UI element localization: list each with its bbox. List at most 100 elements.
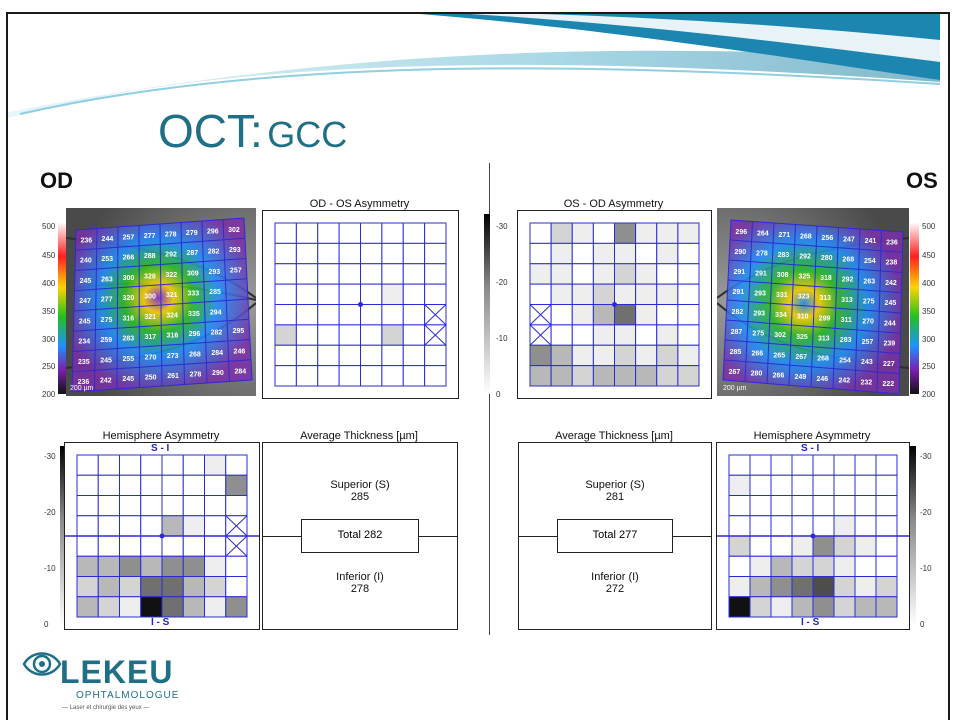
grid-cell bbox=[182, 495, 205, 517]
grid-cell bbox=[338, 242, 361, 265]
thickness-value: 282 bbox=[211, 330, 223, 337]
thickness-value: 309 bbox=[187, 270, 199, 277]
grid-cell bbox=[360, 263, 383, 285]
thickness-value: 234 bbox=[78, 339, 90, 346]
grid-cell bbox=[274, 242, 297, 265]
od-hemi-scale-neg10: -10 bbox=[44, 564, 56, 573]
grid-cell bbox=[550, 242, 573, 265]
grid-cell bbox=[833, 555, 856, 577]
excluded-cell-cross bbox=[529, 324, 552, 346]
grid-cell bbox=[97, 495, 120, 517]
grid-cell bbox=[402, 324, 426, 346]
grid-cell bbox=[529, 344, 552, 367]
grid-cell bbox=[635, 304, 658, 326]
grid-cell bbox=[402, 344, 426, 367]
grid-cell bbox=[875, 555, 898, 577]
grid-cell bbox=[833, 535, 856, 557]
thickness-value: 254 bbox=[864, 258, 876, 265]
os-scale-300: 300 bbox=[922, 335, 936, 344]
thickness-value: 334 bbox=[775, 312, 787, 319]
grid-cell bbox=[360, 222, 383, 244]
grid-cell bbox=[97, 576, 120, 598]
thickness-value: 247 bbox=[843, 236, 855, 243]
grid-cell bbox=[614, 344, 637, 367]
os-hemi-top-label: S - I bbox=[801, 443, 820, 454]
eye-divider bbox=[489, 163, 490, 635]
grid-cell bbox=[656, 324, 679, 346]
grid-cell bbox=[381, 324, 404, 346]
thickness-value: 284 bbox=[211, 350, 223, 357]
grid-cell bbox=[424, 365, 447, 387]
od-inferior: Inferior (I) 278 bbox=[263, 571, 457, 595]
grid-cell bbox=[182, 515, 205, 537]
thickness-value: 259 bbox=[100, 337, 112, 344]
grid-cell bbox=[592, 263, 615, 285]
grid-cell bbox=[529, 283, 552, 305]
logo-subtitle: OPHTALMOLOGUE bbox=[76, 690, 180, 701]
od-inferior-label: Inferior (I) bbox=[336, 571, 384, 583]
thickness-value: 287 bbox=[186, 250, 198, 257]
grid-cell bbox=[338, 344, 361, 367]
grid-cell bbox=[338, 263, 361, 285]
grid-cell bbox=[833, 596, 856, 618]
thickness-value: 263 bbox=[101, 276, 113, 283]
grid-cell bbox=[677, 242, 700, 265]
grid-cell bbox=[274, 365, 297, 387]
grid-cell bbox=[770, 515, 793, 537]
os-hemi-scale-neg20: -20 bbox=[920, 508, 932, 517]
grid-cell bbox=[424, 242, 447, 265]
grid-cell bbox=[749, 515, 772, 537]
thickness-value: 245 bbox=[100, 357, 112, 364]
os-inferior-value: 272 bbox=[605, 583, 625, 595]
thickness-value: 275 bbox=[752, 331, 764, 338]
thickness-value: 291 bbox=[733, 269, 745, 276]
os-fundus-image: 296 264 271 268 256 247 241 236 290 278 283 292 280 2… bbox=[717, 208, 909, 396]
thickness-value: 320 bbox=[123, 295, 135, 302]
os-hemi-title: Hemisphere Asymmetry bbox=[753, 430, 871, 442]
grid-cell bbox=[728, 454, 751, 476]
thickness-value: 238 bbox=[886, 260, 898, 267]
grid-cell bbox=[182, 555, 205, 577]
grid-cell bbox=[875, 495, 898, 517]
grid-cell bbox=[360, 365, 383, 387]
excluded-cell-cross bbox=[225, 535, 248, 557]
thickness-grid-line bbox=[201, 220, 208, 384]
os-superior-value: 281 bbox=[605, 491, 625, 503]
slide-frame bbox=[6, 12, 950, 720]
thickness-value: 256 bbox=[822, 235, 834, 242]
thickness-value: 333 bbox=[188, 291, 200, 298]
thickness-value: 335 bbox=[188, 311, 200, 318]
grid-cell bbox=[875, 576, 898, 598]
grid-cell bbox=[76, 555, 99, 577]
thickness-value: 222 bbox=[882, 381, 894, 388]
grid-cell bbox=[854, 596, 877, 618]
grid-cell bbox=[550, 365, 573, 387]
grid-cell bbox=[677, 304, 700, 326]
grid-cell bbox=[119, 576, 142, 598]
grid-cell bbox=[677, 263, 700, 285]
thickness-value: 277 bbox=[101, 297, 113, 304]
grid-cell bbox=[225, 474, 248, 496]
grid-cell bbox=[571, 304, 594, 326]
os-hemi-scale-neg30: -30 bbox=[920, 452, 932, 461]
os-hemi-box: S - I I - S bbox=[716, 442, 910, 630]
grid-cell bbox=[592, 344, 615, 367]
thickness-value: 308 bbox=[777, 272, 789, 279]
grid-cell bbox=[225, 576, 248, 598]
grid-cell bbox=[225, 555, 248, 577]
grid-cell bbox=[119, 454, 142, 476]
thickness-value: 321 bbox=[144, 314, 156, 321]
thickness-value: 310 bbox=[797, 314, 809, 321]
thickness-value: 278 bbox=[190, 372, 202, 379]
thickness-value: 292 bbox=[799, 253, 811, 260]
thickness-value: 293 bbox=[229, 247, 241, 254]
thickness-grid-line bbox=[876, 230, 882, 393]
thickness-value: 293 bbox=[754, 290, 766, 297]
od-scale-bar: 200 µm bbox=[70, 385, 94, 392]
os-asym-box bbox=[517, 210, 712, 399]
grid-cell bbox=[791, 555, 814, 577]
grid-cell bbox=[529, 222, 552, 244]
grid-cell bbox=[317, 242, 340, 265]
grid-cell bbox=[381, 222, 404, 244]
grid-cell bbox=[76, 535, 99, 557]
